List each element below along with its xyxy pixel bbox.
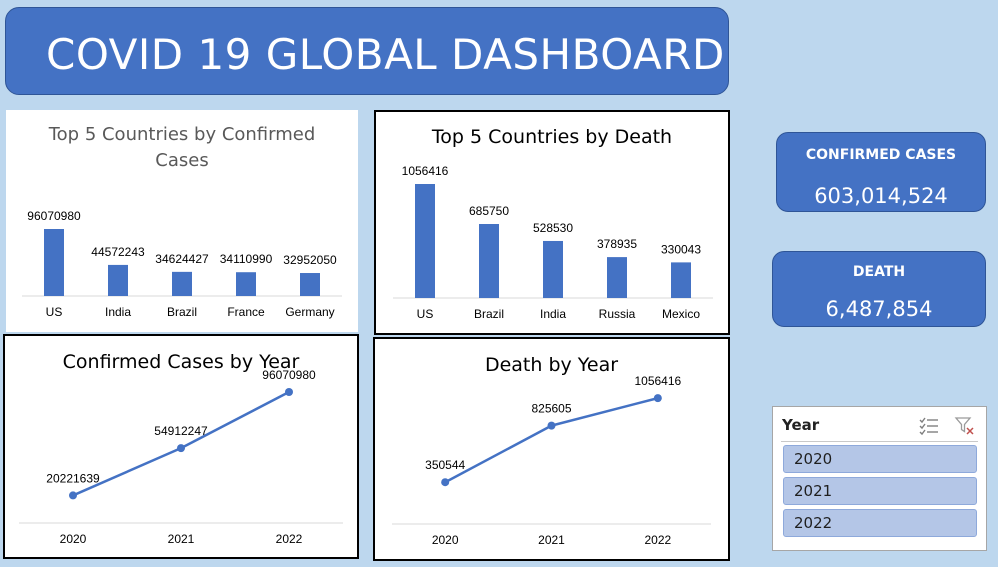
data-label: 44572243 bbox=[91, 245, 145, 259]
data-point bbox=[441, 478, 450, 487]
clear-filter-icon[interactable] bbox=[954, 415, 976, 437]
x-tick-label: Russia bbox=[599, 307, 636, 321]
x-tick-label: US bbox=[46, 305, 63, 319]
bar bbox=[607, 257, 627, 298]
data-point bbox=[177, 444, 185, 453]
x-tick-label: Germany bbox=[285, 305, 334, 319]
bar bbox=[108, 264, 128, 296]
x-tick-label: US bbox=[417, 307, 434, 321]
slicer-item-2022[interactable]: 2022 bbox=[783, 509, 977, 537]
x-tick-label: Brazil bbox=[167, 305, 197, 319]
data-label: 34624427 bbox=[155, 252, 209, 266]
bar bbox=[300, 273, 320, 296]
x-tick-label: 2022 bbox=[276, 532, 303, 546]
line-chart-svg: 350544 2020 825605 2021 1056416 2022 bbox=[392, 374, 711, 547]
top5-death-chart[interactable]: Top 5 Countries by Death 1056416 US 685750… bbox=[374, 110, 730, 335]
bar bbox=[415, 184, 435, 298]
data-point bbox=[547, 421, 556, 430]
chart-title-line: Cases bbox=[155, 150, 209, 171]
x-tick-label: Brazil bbox=[474, 307, 504, 321]
chart-title: Confirmed Cases by Year bbox=[62, 351, 300, 373]
data-point bbox=[653, 394, 662, 403]
data-label: 54912247 bbox=[154, 424, 208, 438]
confirmed-cases-card: CONFIRMED CASES 603,014,524 bbox=[776, 132, 986, 212]
year-slicer: Year 2020 2021 2022 bbox=[772, 406, 987, 551]
data-label: 20221639 bbox=[46, 471, 100, 485]
kpi-value: 603,014,524 bbox=[814, 184, 948, 208]
dashboard-title-banner: COVID 19 GLOBAL DASHBOARD bbox=[5, 7, 729, 95]
data-label: 1056416 bbox=[634, 374, 681, 388]
x-tick-label: India bbox=[540, 307, 566, 321]
bar bbox=[479, 223, 499, 298]
bar-chart-svg: 96070980 US 44572243 India 34624427 Brazil 341… bbox=[22, 209, 342, 319]
data-label: 350544 bbox=[425, 458, 465, 472]
bar bbox=[236, 272, 256, 296]
data-label: 1056416 bbox=[402, 164, 449, 178]
chart-title-line: Top 5 Countries by Confirmed bbox=[48, 124, 316, 145]
death-card: DEATH 6,487,854 bbox=[772, 251, 986, 327]
x-tick-label: India bbox=[105, 305, 131, 319]
chart-title: Top 5 Countries by Confirmed Cases bbox=[6, 122, 358, 174]
x-tick-label: 2020 bbox=[60, 532, 87, 546]
kpi-label: CONFIRMED CASES bbox=[805, 147, 957, 163]
bar bbox=[172, 271, 192, 296]
confirmed-by-year-chart[interactable]: Confirmed Cases by Year 20221639 2020 5491… bbox=[3, 334, 359, 559]
bar-chart-svg: 1056416 US 685750 Brazil 528530 India 378935 Ru… bbox=[393, 164, 713, 321]
data-point bbox=[285, 387, 293, 396]
kpi-label: DEATH bbox=[852, 264, 906, 280]
line-chart-svg: 20221639 2020 54912247 2021 96070980 2022 bbox=[19, 368, 343, 546]
data-point bbox=[69, 491, 77, 500]
data-label: 825605 bbox=[531, 402, 571, 416]
multi-select-icon[interactable] bbox=[918, 415, 940, 437]
bar bbox=[44, 229, 64, 296]
slicer-header: Year bbox=[781, 413, 978, 442]
data-label: 32952050 bbox=[283, 253, 337, 267]
x-tick-label: France bbox=[227, 305, 265, 319]
x-tick-label: 2020 bbox=[432, 533, 459, 547]
data-label: 528530 bbox=[533, 221, 573, 235]
data-label: 378935 bbox=[597, 237, 637, 251]
slicer-item-2020[interactable]: 2020 bbox=[783, 445, 977, 473]
data-label: 96070980 bbox=[262, 368, 316, 382]
data-label: 685750 bbox=[469, 204, 509, 218]
data-label: 330043 bbox=[661, 242, 701, 256]
chart-title: Top 5 Countries by Death bbox=[431, 126, 673, 148]
data-label: 34110990 bbox=[220, 252, 273, 266]
death-by-year-chart[interactable]: Death by Year 350544 2020 825605 2021 105641… bbox=[373, 337, 730, 561]
bar bbox=[543, 240, 563, 298]
chart-title: Death by Year bbox=[484, 354, 619, 376]
x-tick-label: 2022 bbox=[644, 533, 671, 547]
series-line bbox=[72, 390, 290, 497]
data-label: 96070980 bbox=[27, 209, 81, 223]
x-tick-label: Mexico bbox=[662, 307, 700, 321]
kpi-value: 6,487,854 bbox=[825, 297, 933, 321]
slicer-item-2021[interactable]: 2021 bbox=[783, 477, 977, 505]
slicer-title: Year bbox=[782, 416, 820, 434]
dashboard-title: COVID 19 GLOBAL DASHBOARD bbox=[46, 30, 725, 79]
x-tick-label: 2021 bbox=[538, 533, 565, 547]
x-tick-label: 2021 bbox=[168, 532, 195, 546]
bar bbox=[671, 262, 691, 298]
top5-confirmed-chart[interactable]: Top 5 Countries by Confirmed Cases 96070… bbox=[6, 110, 358, 332]
